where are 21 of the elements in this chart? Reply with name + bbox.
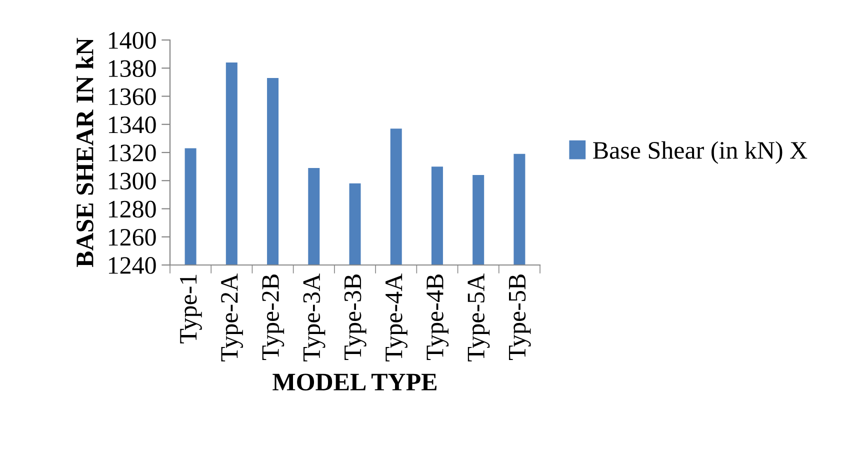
y-axis-title: BASE SHEAR IN kN <box>76 38 94 268</box>
x-tick-label: Type-4A <box>386 274 408 362</box>
legend-label: Base Shear (in kN) X <box>593 141 808 164</box>
y-tick-label: 1280 <box>109 200 156 218</box>
y-tick-label: 1240 <box>109 257 156 274</box>
x-tick-label: Type-2B <box>262 274 284 360</box>
x-tick-label: Type-4B <box>426 274 449 360</box>
y-tick-label: 1300 <box>109 172 156 190</box>
y-tick-label: 1380 <box>109 60 156 78</box>
y-tick-label: 1360 <box>109 88 156 106</box>
x-tick-label: Type-3A <box>303 274 326 362</box>
y-tick-label: 1400 <box>109 32 156 49</box>
x-tick-label: Type-1 <box>180 274 202 344</box>
y-tick-label: 1320 <box>109 144 156 162</box>
x-tick-label: Type-2A <box>221 274 244 362</box>
x-tick-label: Type-5B <box>509 274 531 360</box>
y-tick-label: 1260 <box>109 228 156 246</box>
x-axis-title: MODEL TYPE <box>272 374 436 391</box>
x-tick-label: Type-3B <box>344 274 366 360</box>
y-tick-label: 1340 <box>109 116 156 134</box>
x-tick-label: Type-5A <box>468 274 490 362</box>
